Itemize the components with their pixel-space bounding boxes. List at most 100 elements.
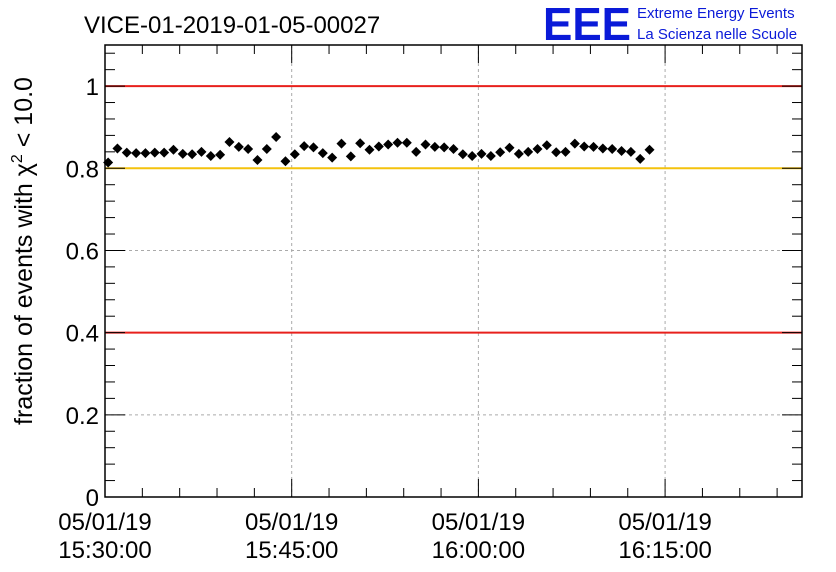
data-point (345, 151, 356, 162)
point-marker (392, 137, 403, 148)
point-marker (252, 155, 263, 166)
x-tick-label-date: 05/01/19 (58, 509, 151, 536)
tick-labels: 00.20.40.60.8105/01/1915:30:0005/01/1915… (58, 74, 712, 564)
point-marker (569, 138, 580, 149)
data-point (224, 136, 235, 147)
data-point (569, 138, 580, 149)
data-point (588, 141, 599, 152)
data-point (355, 138, 366, 149)
point-marker (579, 141, 590, 152)
point-marker (607, 143, 618, 154)
logo-line-2: La Scienza nelle Scuole (637, 26, 797, 43)
point-marker (420, 139, 431, 150)
y-tick-label: 0.4 (66, 321, 99, 348)
point-marker (121, 147, 132, 158)
data-point (177, 148, 188, 159)
y-tick-label: 1 (86, 74, 99, 101)
point-marker (243, 143, 254, 154)
x-tick-label-date: 05/01/19 (618, 509, 711, 536)
point-marker (224, 136, 235, 147)
data-point (317, 148, 328, 159)
y-axis-title-superscript: 2 (9, 154, 26, 163)
point-marker (588, 141, 599, 152)
data-point (401, 137, 412, 148)
x-tick-label-time: 16:15:00 (618, 537, 711, 564)
point-marker (317, 148, 328, 159)
axis-ticks (104, 45, 802, 498)
point-marker (504, 142, 515, 153)
data-point (103, 157, 114, 168)
point-marker (429, 141, 440, 152)
point-marker (299, 141, 310, 152)
point-marker (495, 147, 506, 158)
data-point (448, 143, 459, 154)
point-marker (187, 149, 198, 160)
point-marker (159, 147, 170, 158)
point-marker (205, 150, 216, 161)
data-point (252, 155, 263, 166)
point-marker (140, 148, 151, 159)
point-marker (373, 141, 384, 152)
point-marker (597, 143, 608, 154)
point-marker (625, 146, 636, 157)
data-point (373, 141, 384, 152)
point-marker (411, 146, 422, 157)
point-marker (401, 137, 412, 148)
point-marker (280, 156, 291, 167)
y-axis-title: fraction of events with χ2 < 10.0 (9, 77, 38, 425)
data-point (625, 146, 636, 157)
point-marker (271, 132, 282, 143)
point-marker (233, 141, 244, 152)
point-marker (215, 149, 226, 160)
data-point (364, 144, 375, 155)
data-point (523, 146, 534, 157)
y-tick-label: 0.8 (66, 156, 99, 183)
x-tick-label-time: 15:30:00 (58, 537, 151, 564)
data-point (271, 132, 282, 143)
x-tick-label-time: 16:00:00 (432, 537, 525, 564)
point-marker (523, 146, 534, 157)
data-point (168, 144, 179, 155)
data-point (579, 141, 590, 152)
data-point (112, 143, 123, 154)
point-marker (336, 138, 347, 149)
data-point (504, 142, 515, 153)
data-point (476, 148, 487, 159)
data-point (121, 147, 132, 158)
point-marker (168, 144, 179, 155)
y-tick-label: 0 (86, 485, 99, 512)
data-point (261, 143, 272, 154)
y-axis-title-chi: χ (10, 163, 38, 176)
point-marker (327, 152, 338, 163)
point-marker (439, 142, 450, 153)
point-marker (616, 146, 627, 157)
data-point (131, 148, 142, 159)
chart-title: VICE-01-2019-01-05-00027 (84, 12, 380, 39)
grid-lines (105, 45, 802, 497)
logo-mark: EEE (543, 0, 631, 50)
data-point (420, 139, 431, 150)
point-marker (131, 148, 142, 159)
point-marker (103, 157, 114, 168)
data-point (233, 141, 244, 152)
plot-border (104, 44, 803, 498)
point-marker (560, 146, 571, 157)
x-tick-label-date: 05/01/19 (432, 509, 525, 536)
data-point (280, 156, 291, 167)
point-marker (149, 147, 160, 158)
point-marker (635, 153, 646, 164)
data-point (607, 143, 618, 154)
data-point (299, 141, 310, 152)
y-axis-title-suffix: < 10.0 (10, 77, 38, 154)
point-marker (513, 148, 524, 159)
data-point (513, 148, 524, 159)
data-point (616, 146, 627, 157)
data-point (308, 142, 319, 153)
point-marker (644, 144, 655, 155)
y-tick-label: 0.6 (66, 238, 99, 265)
data-point (597, 143, 608, 154)
data-point (187, 149, 198, 160)
data-point (289, 149, 300, 160)
point-marker (457, 149, 468, 160)
